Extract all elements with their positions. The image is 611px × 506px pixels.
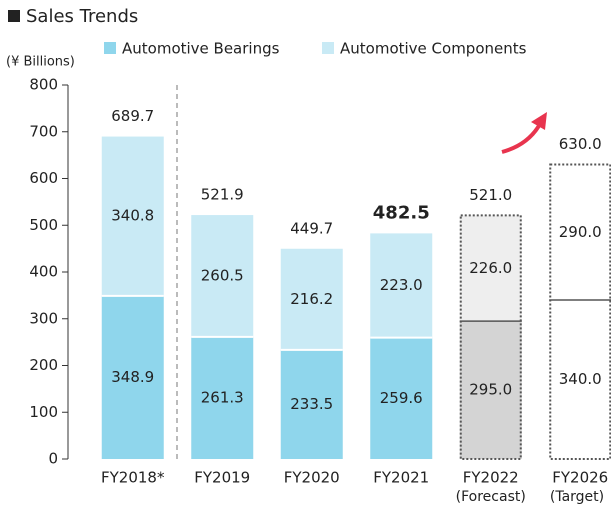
- x-tick-label: FY2021: [373, 469, 429, 487]
- segment-label: 260.5: [201, 266, 244, 284]
- bar-segment: [191, 215, 254, 337]
- bar-segment: [370, 233, 433, 338]
- bar-segment: [459, 321, 522, 459]
- x-tick-label: FY2019: [194, 469, 250, 487]
- y-tick-label: 0: [48, 450, 58, 468]
- x-tick-sublabel: (Target): [550, 489, 604, 505]
- y-tick-label: 800: [29, 76, 58, 94]
- y-axis-label: (¥ Billions): [6, 55, 75, 70]
- segment-label: 348.9: [111, 368, 154, 386]
- legend-label: Automotive Bearings: [122, 40, 280, 58]
- total-label: 521.0: [469, 186, 512, 204]
- segment-label: 261.3: [201, 388, 244, 406]
- segment-label: 233.5: [290, 395, 333, 413]
- bar-outline: [549, 163, 611, 460]
- segment-label: 223.0: [380, 276, 423, 294]
- legend-label: Automotive Components: [340, 40, 527, 58]
- total-label: 482.5: [373, 202, 430, 223]
- legend-swatch: [322, 42, 334, 54]
- segment-label: 226.0: [469, 259, 512, 277]
- total-label: 449.7: [290, 219, 333, 237]
- x-tick-label: FY2020: [284, 469, 340, 487]
- x-tick-label: FY2022: [463, 469, 519, 487]
- bar-segment: [280, 248, 343, 350]
- x-tick-label: FY2026: [552, 469, 608, 487]
- bar-segment: [101, 136, 164, 296]
- bar-segment: [101, 295, 164, 459]
- segment-label: 259.6: [380, 389, 423, 407]
- bar-segment: [549, 300, 611, 459]
- segment-label: 295.0: [469, 381, 512, 399]
- legend-swatch: [104, 42, 116, 54]
- x-tick-label: FY2018*: [101, 469, 165, 487]
- bar-segment: [280, 349, 343, 459]
- total-label: 689.7: [111, 107, 154, 125]
- arrow-head: [531, 112, 547, 130]
- segment-label: 216.2: [290, 290, 333, 308]
- arrow: [501, 122, 542, 154]
- bar-outline: [459, 214, 522, 460]
- y-tick-label: 100: [29, 403, 58, 421]
- x-tick-sublabel: (Forecast): [456, 489, 526, 505]
- bar-segment: [459, 215, 522, 322]
- bar-segment: [370, 337, 433, 459]
- segment-label: 340.8: [111, 207, 154, 225]
- total-label: 630.0: [559, 135, 602, 153]
- total-label: 521.9: [201, 186, 244, 204]
- y-tick-label: 600: [29, 169, 58, 187]
- y-tick-label: 700: [29, 122, 58, 140]
- y-tick-label: 500: [29, 216, 58, 234]
- segment-label: 290.0: [559, 223, 602, 241]
- y-tick-label: 200: [29, 356, 58, 374]
- y-tick-label: 300: [29, 309, 58, 327]
- y-tick-label: 400: [29, 263, 58, 281]
- segment-label: 340.0: [559, 370, 602, 388]
- bar-segment: [549, 164, 611, 301]
- chart-title: Sales Trends: [26, 6, 138, 27]
- bar-segment: [191, 336, 254, 459]
- title-marker: [8, 10, 20, 22]
